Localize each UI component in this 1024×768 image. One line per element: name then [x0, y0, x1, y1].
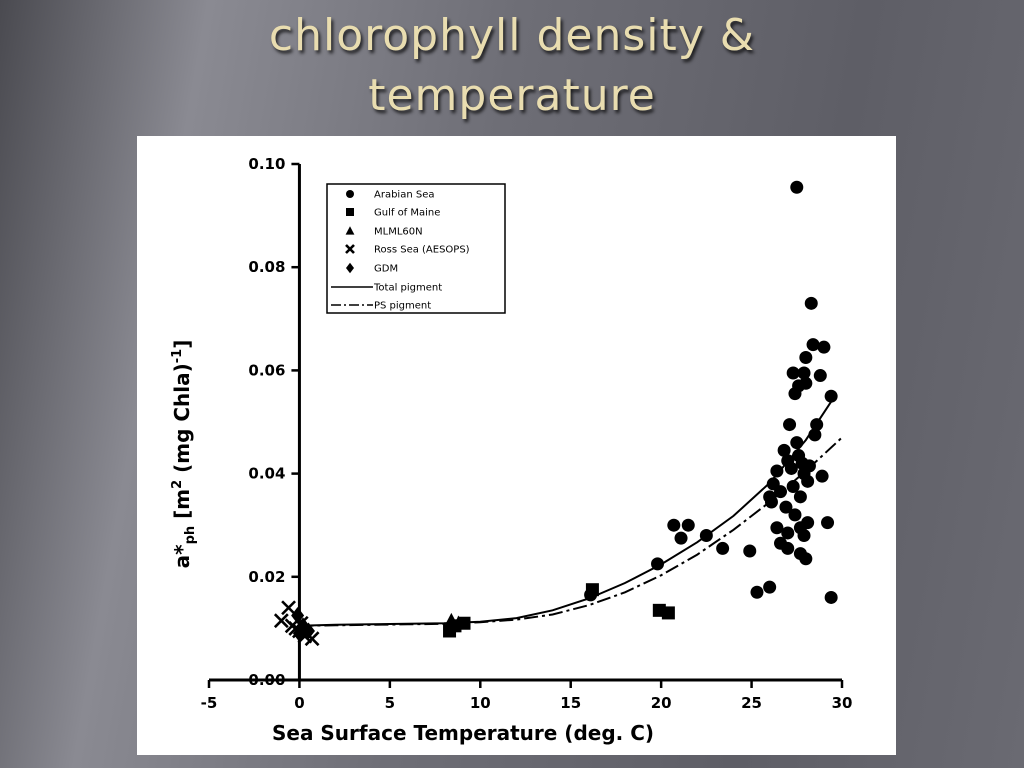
legend-marker — [346, 190, 354, 198]
data-point — [783, 418, 797, 432]
data-point — [793, 490, 807, 504]
data-point — [801, 474, 815, 488]
y-axis-label-d: ] — [170, 340, 194, 349]
data-point — [781, 526, 795, 540]
curve-total-pigment — [299, 398, 834, 627]
data-point — [777, 443, 791, 457]
legend-marker — [346, 262, 354, 274]
x-tick-label: 10 — [470, 694, 491, 712]
data-point — [817, 340, 831, 354]
x-tick-label: 0 — [294, 694, 304, 712]
data-point — [813, 369, 827, 383]
y-tick-label: 0.04 — [248, 465, 285, 483]
data-point — [281, 600, 296, 616]
axes: -5 0 5 10 15 20 25 30 0.00 0.02 0.04 0.06 0.08 0.10 — [201, 155, 853, 712]
data-point — [799, 376, 813, 390]
legend-label: Gulf of Maine — [374, 208, 440, 219]
data-point — [784, 461, 798, 475]
y-tick-label: 0.08 — [248, 258, 285, 276]
legend-label: PS pigment — [374, 301, 431, 312]
data-point — [651, 557, 665, 571]
data-point — [788, 387, 802, 401]
data-point — [810, 418, 824, 432]
data-point — [770, 521, 784, 535]
y-axis-label-supm1: -1 — [170, 349, 185, 363]
data-point — [824, 389, 838, 403]
legend: Arabian Sea Gulf of Maine MLML60N Ross Sea … — [326, 183, 506, 314]
data-point — [667, 518, 681, 532]
y-axis-label-b: [m — [170, 489, 194, 526]
data-point — [699, 529, 713, 543]
y-tick-label: 0.10 — [248, 155, 285, 173]
data-point — [273, 613, 289, 629]
legend-label: Total pigment — [373, 283, 442, 294]
x-tick-label: 15 — [560, 694, 581, 712]
x-tick-label: 5 — [385, 694, 395, 712]
data-point — [763, 580, 777, 594]
slide-title-line-2: temperature — [368, 70, 656, 121]
scatter-chart: -5 0 5 10 15 20 25 30 0.00 0.02 0.04 0.06 0.08 0.10 A… — [170, 155, 853, 745]
data-point — [799, 552, 813, 566]
data-point — [770, 464, 784, 478]
y-axis-label-ph: ph — [183, 526, 198, 545]
legend-label: GDM — [374, 264, 398, 275]
legend-label: MLML60N — [374, 227, 423, 238]
x-tick-label: 20 — [651, 694, 672, 712]
data-point — [451, 615, 466, 630]
legend-marker — [345, 244, 355, 254]
legend-marker — [346, 208, 354, 216]
data-point — [764, 495, 778, 509]
legend-label: Arabian Sea — [374, 190, 434, 201]
x-tick-label: 25 — [741, 694, 762, 712]
data-point — [799, 351, 813, 364]
data-point — [774, 485, 788, 499]
data-point — [716, 541, 730, 555]
legend-marker — [345, 226, 355, 235]
y-axis-label-c: (mg Chla) — [170, 363, 194, 480]
data-point — [681, 518, 695, 532]
data-point — [790, 180, 804, 194]
fit-curves — [299, 398, 843, 627]
data-point — [824, 590, 838, 604]
y-tick-label: 0.06 — [248, 361, 285, 379]
data-point — [788, 508, 802, 522]
curve-ps-pigment — [299, 436, 843, 627]
data-point — [674, 531, 688, 545]
data-point — [786, 366, 800, 380]
y-tick-label: 0.02 — [248, 568, 285, 586]
data-point — [743, 544, 757, 558]
data-point — [804, 296, 818, 310]
data-point — [797, 366, 811, 380]
legend-box — [326, 183, 506, 314]
slide-title-line-1: chlorophyll density & — [268, 10, 756, 61]
data-point — [585, 583, 599, 597]
data-point — [821, 516, 835, 530]
data-point — [808, 428, 822, 442]
data-point — [781, 541, 795, 555]
data-point — [750, 585, 764, 599]
legend-label: Ross Sea (AESOPS) — [374, 245, 470, 256]
slide-title: chlorophyll density & temperature — [0, 6, 1024, 126]
data-point — [786, 480, 800, 493]
x-tick-label: 30 — [832, 694, 853, 712]
data-point — [779, 500, 793, 514]
y-tick-label: 0.00 — [248, 671, 285, 689]
data-point — [790, 436, 804, 450]
y-axis-label-a: a* — [170, 544, 194, 568]
x-axis-label: Sea Surface Temperature (deg. C) — [272, 721, 654, 745]
data-points — [273, 180, 838, 647]
data-point — [797, 529, 811, 543]
data-point — [806, 338, 820, 352]
chart-panel: -5 0 5 10 15 20 25 30 0.00 0.02 0.04 0.06 0.08 0.10 A… — [137, 136, 896, 755]
data-point — [291, 607, 305, 624]
data-point — [301, 622, 315, 640]
x-tick-label: -5 — [201, 694, 218, 712]
data-point — [661, 606, 675, 620]
y-axis-label-sup2: 2 — [170, 480, 185, 489]
data-point — [815, 469, 829, 483]
y-axis-label: a*ph [m2 (mg Chla)-1] — [170, 340, 198, 569]
